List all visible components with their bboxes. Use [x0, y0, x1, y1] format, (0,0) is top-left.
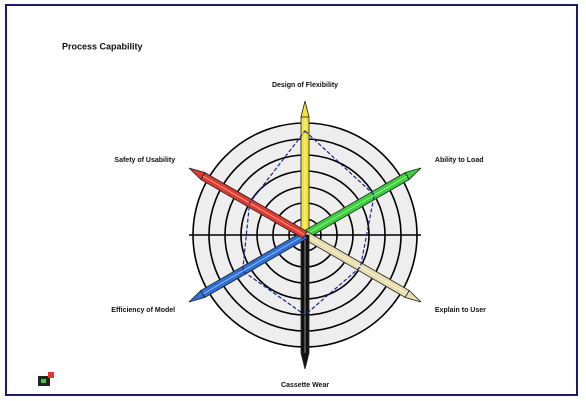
pencil-tip [404, 167, 422, 181]
axis-label: Cassette Wear [281, 382, 329, 389]
pencil-tip [404, 289, 422, 303]
app-icon [38, 372, 54, 386]
pencil-tip [300, 100, 310, 118]
pencil-stripe [304, 175, 408, 236]
value-polygon [242, 130, 375, 316]
pencil-tip [300, 352, 310, 370]
axis-pencil [302, 167, 422, 240]
axis-pencil [300, 234, 310, 370]
pencil-stripe [202, 234, 306, 295]
pencil-stripe [202, 175, 306, 236]
axis-pencil [188, 167, 308, 240]
axis-label: Safety of Usability [114, 157, 175, 164]
pencil-stripe [304, 234, 408, 295]
axis-label: Efficiency of Model [111, 307, 175, 314]
axis-pencil [300, 100, 310, 236]
pencil-tip [188, 289, 206, 303]
axis-label: Ability to Load [435, 157, 484, 164]
pencil-tip [188, 167, 206, 181]
axis-label: Design of Flexibility [272, 82, 338, 89]
axis-label: Explain to User [435, 307, 486, 314]
chart-title: Process Capability [62, 41, 143, 51]
